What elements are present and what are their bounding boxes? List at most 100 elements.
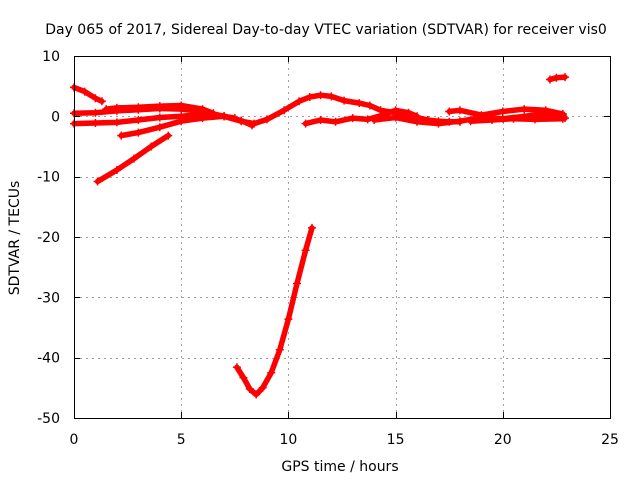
data-point xyxy=(434,119,443,128)
data-point xyxy=(308,223,316,232)
data-point xyxy=(93,177,102,186)
data-point xyxy=(561,73,569,82)
series-line xyxy=(530,110,568,121)
data-point xyxy=(102,105,111,114)
data-point xyxy=(91,108,100,117)
series-arc-10 xyxy=(445,105,567,120)
data-point xyxy=(177,117,186,126)
y-tick-label: 0 xyxy=(51,109,60,125)
data-point xyxy=(305,93,314,101)
data-point xyxy=(537,111,546,120)
data-point xyxy=(155,113,164,122)
data-point xyxy=(391,113,400,122)
data-point xyxy=(112,166,121,174)
data-point xyxy=(177,101,186,110)
y-tick-label: -20 xyxy=(37,230,60,246)
data-point xyxy=(112,103,121,112)
data-point xyxy=(316,91,325,100)
data-point xyxy=(267,368,276,377)
series-arc-7 xyxy=(232,223,316,399)
data-point xyxy=(252,390,261,399)
data-point xyxy=(220,112,229,121)
data-point xyxy=(466,117,475,126)
series-arc-12 xyxy=(528,109,569,123)
data-point xyxy=(340,96,349,105)
data-point xyxy=(263,115,271,124)
data-point xyxy=(130,154,138,163)
data-point xyxy=(239,373,248,382)
series-line xyxy=(71,84,105,105)
data-point xyxy=(301,119,310,128)
data-point xyxy=(164,131,173,140)
data-point xyxy=(391,106,400,115)
data-point xyxy=(147,142,156,151)
data-point xyxy=(327,92,336,101)
x-axis-tick-labels: 0 5 10 15 20 25 xyxy=(70,432,619,448)
data-point xyxy=(520,105,529,114)
y-tick-label: -10 xyxy=(37,170,60,186)
data-point xyxy=(413,117,421,126)
series-line xyxy=(234,225,315,398)
series-arc-5 xyxy=(117,112,256,140)
data-point xyxy=(198,105,207,114)
y-tick-label: 10 xyxy=(42,49,60,65)
data-point xyxy=(348,114,357,123)
series-arc-6 xyxy=(93,131,173,186)
data-point xyxy=(258,383,267,392)
data-point xyxy=(455,106,464,115)
data-point xyxy=(498,107,507,116)
data-point xyxy=(80,87,89,96)
data-point xyxy=(477,111,486,120)
data-point xyxy=(198,114,207,123)
data-point xyxy=(295,97,304,106)
series-arc-8 xyxy=(301,106,421,128)
data-point xyxy=(134,103,143,112)
data-point xyxy=(293,279,301,288)
data-point xyxy=(117,131,126,140)
y-tick-label: -50 xyxy=(37,411,60,427)
data-point xyxy=(488,116,497,124)
x-axis-label: GPS time / hours xyxy=(281,459,398,475)
data-point xyxy=(97,97,106,106)
series-arc-1 xyxy=(70,83,106,106)
axis-ticks xyxy=(74,56,611,419)
x-tick-label: 5 xyxy=(177,432,186,448)
data-point xyxy=(561,114,569,123)
data-point xyxy=(455,117,464,126)
data-point xyxy=(355,99,364,108)
x-tick-label: 10 xyxy=(279,432,297,448)
data-point xyxy=(134,128,143,137)
data-point xyxy=(155,123,164,132)
data-point xyxy=(365,101,374,110)
data-point xyxy=(91,119,100,127)
data-point xyxy=(316,116,325,124)
data-point xyxy=(331,117,340,126)
data-point xyxy=(370,116,379,124)
data-point xyxy=(528,114,537,123)
chart-title: Day 065 of 2017, Sidereal Day-to-day VTE… xyxy=(45,22,607,38)
data-point xyxy=(546,75,554,84)
y-axis-label: SDTVAR / TECUs xyxy=(7,181,23,296)
data-point xyxy=(134,116,143,124)
data-point xyxy=(509,114,518,123)
series-arc-4 xyxy=(102,101,218,118)
x-tick-label: 20 xyxy=(494,432,512,448)
data-point xyxy=(301,246,310,255)
data-point xyxy=(232,363,241,372)
x-tick-label: 25 xyxy=(601,432,619,448)
data-point xyxy=(112,118,121,127)
data-point xyxy=(245,385,254,393)
x-tick-label: 15 xyxy=(387,432,405,448)
data-point xyxy=(275,345,284,354)
data-point xyxy=(552,73,561,82)
y-tick-label: -30 xyxy=(37,290,60,306)
data-point xyxy=(404,108,413,117)
y-tick-label: -40 xyxy=(37,351,60,367)
x-tick-label: 0 xyxy=(70,432,79,448)
data-series xyxy=(70,73,569,399)
data-point xyxy=(237,116,246,125)
y-axis-tick-labels: -50 -40 -30 -20 -10 0 10 xyxy=(37,49,60,427)
data-point xyxy=(548,109,557,118)
data-point xyxy=(284,315,293,324)
